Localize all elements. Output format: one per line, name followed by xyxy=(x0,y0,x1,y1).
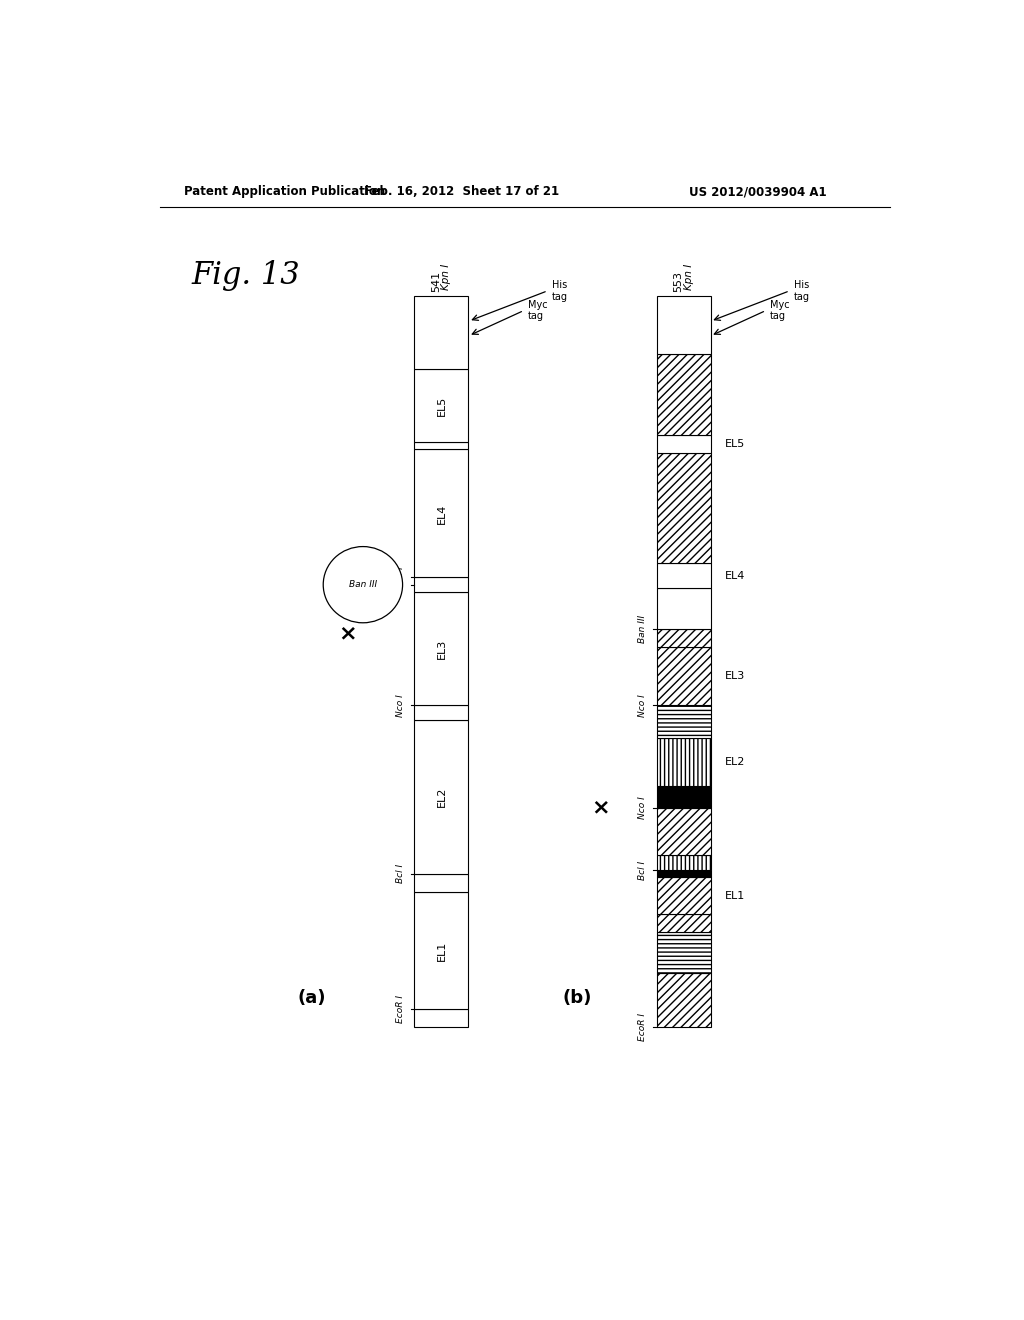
Bar xyxy=(656,705,711,738)
Bar xyxy=(656,354,711,434)
Text: Fig. 13: Fig. 13 xyxy=(191,260,300,290)
Text: US 2012/0039904 A1: US 2012/0039904 A1 xyxy=(689,185,826,198)
Text: Kpn I: Kpn I xyxy=(684,263,693,289)
Bar xyxy=(415,892,468,1008)
Bar xyxy=(415,591,468,705)
Bar xyxy=(415,368,468,442)
Text: EL3: EL3 xyxy=(725,671,745,681)
Bar xyxy=(656,870,711,878)
Bar xyxy=(415,705,468,721)
Bar xyxy=(656,913,711,932)
Bar xyxy=(656,855,711,870)
Text: ×: × xyxy=(592,797,610,818)
Bar xyxy=(656,973,711,1027)
Text: Nco I: Nco I xyxy=(396,694,404,717)
Text: Patent Application Publication: Patent Application Publication xyxy=(183,185,385,198)
Text: EL3: EL3 xyxy=(436,639,446,659)
Text: Kpn I: Kpn I xyxy=(441,263,452,289)
Ellipse shape xyxy=(324,546,402,623)
Text: Nco I: Nco I xyxy=(638,694,647,717)
Bar xyxy=(656,453,711,562)
Text: EL2: EL2 xyxy=(436,787,446,807)
Bar xyxy=(415,442,468,449)
Text: (a): (a) xyxy=(297,989,326,1007)
Bar xyxy=(656,589,711,628)
Text: 553: 553 xyxy=(674,271,684,292)
Text: Bcl I: Bcl I xyxy=(396,865,404,883)
Bar xyxy=(656,808,711,855)
Text: Myc
tag: Myc tag xyxy=(770,300,790,321)
Bar xyxy=(656,647,711,705)
Text: His
tag: His tag xyxy=(794,280,810,301)
Text: EL5: EL5 xyxy=(436,395,446,416)
Text: EL4: EL4 xyxy=(725,570,745,581)
Bar xyxy=(656,785,711,808)
Text: Ban III: Ban III xyxy=(638,615,647,643)
Text: EL5: EL5 xyxy=(725,438,745,449)
Bar xyxy=(415,1008,468,1027)
Bar xyxy=(656,562,711,589)
Text: 541: 541 xyxy=(431,271,441,292)
Bar xyxy=(415,296,468,368)
Text: Nco I: Nco I xyxy=(638,796,647,820)
Text: EL4: EL4 xyxy=(436,503,446,524)
Text: Ban III: Ban III xyxy=(349,581,377,589)
Bar xyxy=(415,874,468,892)
Bar xyxy=(656,738,711,785)
Text: EL1: EL1 xyxy=(725,891,745,900)
Bar xyxy=(656,932,711,973)
Bar xyxy=(415,449,468,577)
Text: Nco I: Nco I xyxy=(396,566,404,589)
Text: Bcl I: Bcl I xyxy=(638,861,647,879)
Bar xyxy=(656,434,711,453)
Text: Myc
tag: Myc tag xyxy=(528,300,548,321)
Text: ×: × xyxy=(338,623,356,643)
Text: EcoR I: EcoR I xyxy=(396,995,404,1023)
Text: EcoR I: EcoR I xyxy=(638,1014,647,1041)
Text: His
tag: His tag xyxy=(552,280,567,301)
Bar xyxy=(415,721,468,874)
Text: Feb. 16, 2012  Sheet 17 of 21: Feb. 16, 2012 Sheet 17 of 21 xyxy=(364,185,559,198)
Bar xyxy=(656,628,711,647)
Text: EL2: EL2 xyxy=(725,758,745,767)
Text: EL1: EL1 xyxy=(436,940,446,961)
Bar xyxy=(656,296,711,354)
Bar xyxy=(656,878,711,913)
Bar xyxy=(415,577,468,591)
Text: (b): (b) xyxy=(562,989,592,1007)
